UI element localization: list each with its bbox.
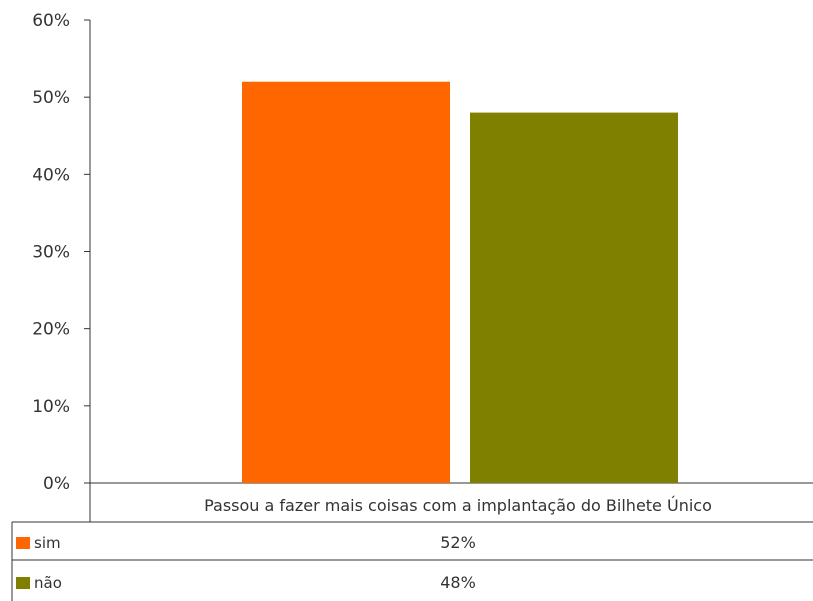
- y-tick-label: 30%: [32, 243, 70, 263]
- category-label: Passou a fazer mais coisas com a implant…: [204, 496, 712, 515]
- bar-não: [470, 112, 678, 483]
- y-tick-label: 60%: [32, 11, 70, 31]
- bars: [242, 81, 678, 483]
- y-tick-label: 50%: [32, 88, 70, 108]
- axes: 0% 10% 20% 30% 40% 50% 60% Passou a fazer mais …: [32, 11, 813, 522]
- y-tick-label: 0%: [43, 474, 70, 494]
- legend-label-não: não: [34, 574, 62, 592]
- legend-swatch-não: [16, 577, 30, 589]
- data-table: sim 52% não 48%: [11, 521, 813, 601]
- legend-swatch-sim: [16, 537, 30, 549]
- data-label-sim: 52%: [440, 533, 476, 552]
- y-tick-label: 10%: [32, 397, 70, 417]
- y-tick-label: 40%: [32, 165, 70, 185]
- y-tick-label: 20%: [32, 320, 70, 340]
- data-label-não: 48%: [440, 573, 476, 592]
- bar-sim: [242, 81, 450, 483]
- legend-label-sim: sim: [34, 534, 61, 552]
